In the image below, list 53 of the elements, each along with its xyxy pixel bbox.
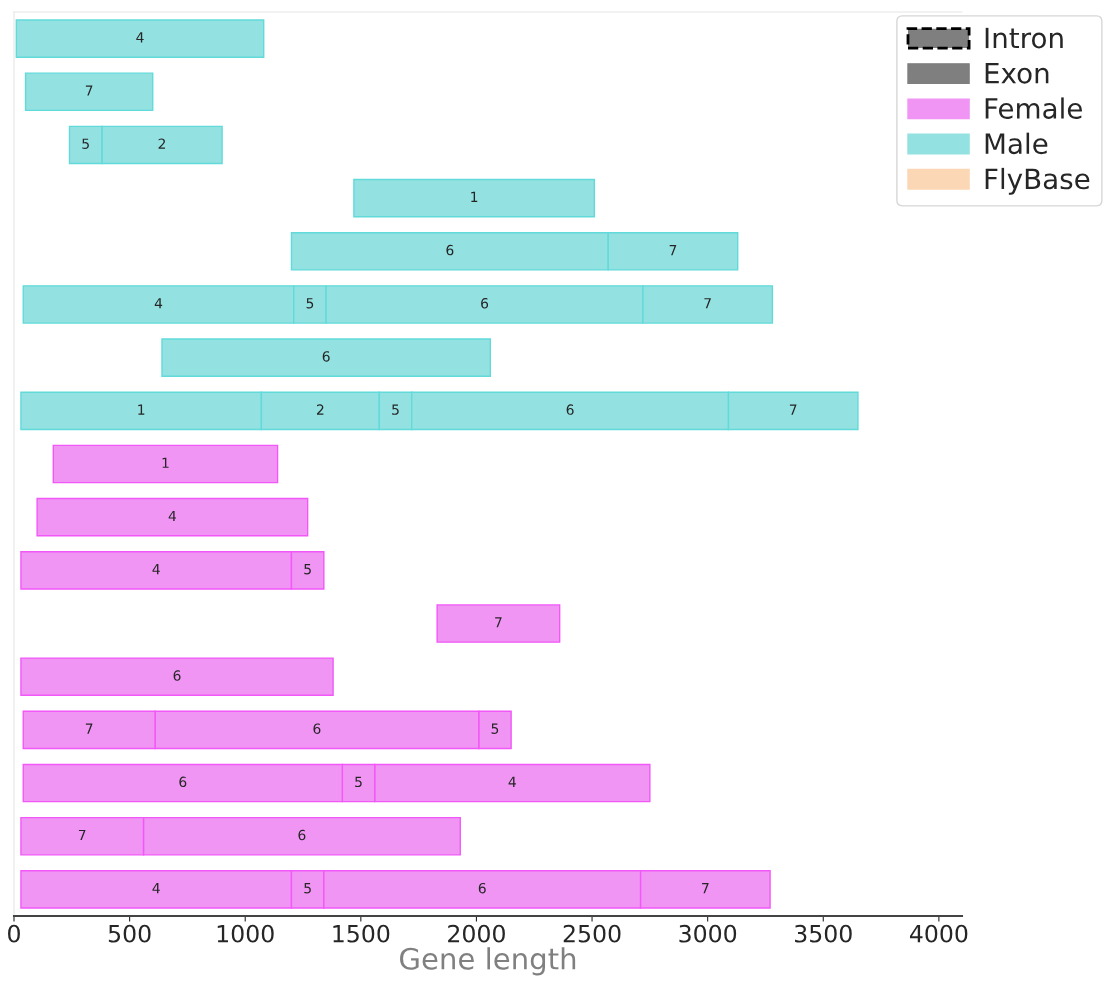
text: 6 [566,404,574,415]
legend-label: Intron [985,27,1063,49]
text: 7 [702,883,709,894]
legend-label: Exon [985,63,1049,84]
series-label: 1 [471,191,478,202]
x-tick-label: 3500 [795,924,852,943]
text: 7 [789,404,797,415]
text: 1 [162,457,169,468]
text: 6 [322,351,330,362]
text: 6 [313,723,321,734]
text: 4 [508,776,516,787]
text: 7 [495,617,502,628]
text: 1 [138,404,145,415]
x-axis-title: Gene length [400,947,576,976]
legend-label: FlyBase [985,167,1090,195]
x-tick-label: 1000 [217,924,274,943]
text: 5 [82,138,89,149]
text: 7 [669,245,677,256]
legend-label: Male [985,132,1048,155]
legend-label: Female [985,97,1082,119]
series-label: 2 [158,138,166,149]
text: 5 [491,723,499,734]
x-tick-label: 2500 [563,924,621,943]
x-tick-label: 3000 [679,924,737,943]
x-tick-label: 4000 [909,924,968,943]
text: 5 [392,404,399,415]
text: 4 [168,510,177,522]
bar [353,178,596,218]
text: 6 [173,670,181,681]
bar [36,497,309,537]
x-tick-label: 0 [8,924,20,943]
series-label: 7 [85,85,93,96]
x-tick-label: 1500 [333,924,390,943]
text: 7 [85,723,93,734]
text: 5 [355,776,362,788]
text: 6 [298,829,306,841]
text: 4 [152,564,160,575]
series-label: 5 [304,564,311,575]
text: 2 [316,404,324,415]
series-label: 4 [136,32,144,43]
series-label: 6 [481,297,489,309]
text: 5 [304,883,311,894]
text: 7 [704,298,711,309]
text: 7 [78,829,86,841]
text: 6 [179,776,187,788]
text: 6 [446,244,454,256]
text: 5 [306,298,314,309]
x-tick-label: 500 [108,924,151,943]
text: 4 [152,883,160,894]
text: 4 [154,298,163,309]
x-tick-label: 2000 [448,924,505,943]
text: 6 [478,882,486,894]
bar [20,657,334,697]
